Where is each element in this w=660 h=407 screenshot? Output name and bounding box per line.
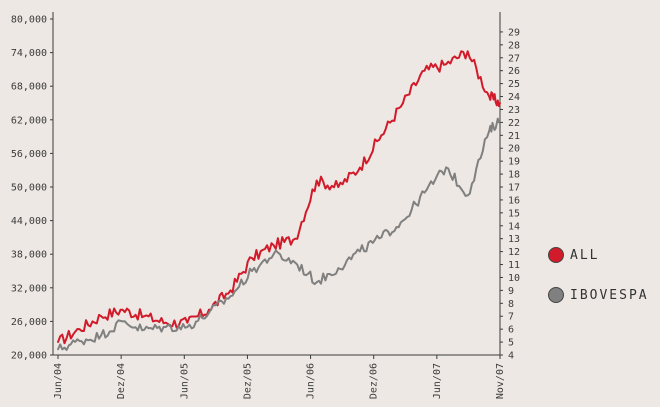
left-tick-label: 56,000 — [11, 149, 47, 160]
right-tick-label: 19 — [508, 157, 520, 168]
data-point-all — [57, 341, 59, 343]
data-point-all — [337, 186, 340, 188]
right-tick-label: 26 — [508, 66, 520, 77]
right-tick-label: 7 — [508, 312, 514, 323]
right-tick-label: 13 — [508, 234, 520, 245]
data-point-ibovespa — [402, 219, 404, 222]
data-point-all — [380, 134, 383, 137]
right-tick-label: 12 — [508, 247, 520, 258]
data-point-ibovespa — [499, 118, 501, 121]
right-tick-label: 10 — [508, 273, 520, 284]
left-tick-label: 32,000 — [11, 283, 47, 294]
right-tick-label: 23 — [508, 105, 520, 116]
right-tick-label: 22 — [508, 118, 520, 129]
x-tick-label: Dez/06 — [369, 363, 380, 399]
right-tick-label: 21 — [508, 131, 520, 142]
data-point-ibovespa — [337, 267, 340, 270]
data-point-ibovespa — [100, 334, 103, 337]
data-point-ibovespa — [143, 328, 146, 331]
right-tick-label: 29 — [508, 27, 520, 38]
left-tick-label: 50,000 — [11, 183, 47, 194]
left-tick-label: 20,000 — [11, 351, 47, 362]
data-point-ibovespa — [186, 326, 189, 328]
data-point-all — [272, 244, 275, 247]
right-tick-label: 20 — [508, 144, 520, 155]
data-point-ibovespa — [78, 340, 81, 342]
data-point-all — [499, 102, 501, 104]
series-line-all — [57, 50, 501, 345]
right-tick-label: 8 — [508, 299, 514, 310]
x-tick-label: Dez/04 — [116, 363, 127, 399]
data-point-all — [402, 102, 404, 104]
left-tick-label: 44,000 — [11, 216, 47, 227]
right-tick-label: 6 — [508, 325, 514, 336]
left-tick-label: 68,000 — [11, 82, 47, 93]
right-tick-label: 14 — [508, 221, 520, 232]
legend-label-ibovespa: IBOVESPA — [570, 287, 649, 303]
data-point-all — [488, 95, 491, 98]
right-tick-label: 18 — [508, 170, 520, 181]
legend-item-ibovespa: IBOVESPA — [548, 287, 649, 303]
data-point-ibovespa — [208, 312, 210, 314]
data-point-ibovespa — [466, 194, 469, 197]
data-point-ibovespa — [380, 236, 383, 239]
data-point-ibovespa — [423, 191, 426, 194]
left-tick-label: 26,000 — [11, 317, 47, 328]
data-point-all — [121, 308, 124, 311]
x-tick-label: Jun/06 — [306, 363, 317, 399]
x-tick-label: Nov/07 — [495, 363, 506, 399]
data-point-ibovespa — [229, 295, 232, 298]
data-point-all — [251, 257, 253, 259]
data-point-ibovespa — [488, 130, 491, 132]
data-point-ibovespa — [358, 250, 361, 253]
data-point-ibovespa — [251, 270, 253, 272]
left-tick-label: 80,000 — [11, 15, 47, 26]
data-point-ibovespa — [272, 253, 275, 256]
data-point-all — [229, 289, 232, 292]
x-tick-label: Jun/07 — [432, 363, 443, 399]
data-point-all — [358, 166, 361, 169]
data-point-all — [186, 321, 189, 324]
data-point-all — [78, 328, 81, 331]
left-tick-label: 62,000 — [11, 115, 47, 126]
x-tick-label: Jun/04 — [53, 363, 64, 399]
x-tick-label: Jun/05 — [179, 363, 190, 399]
data-point-all — [100, 315, 103, 318]
right-tick-label: 27 — [508, 53, 520, 64]
right-tick-label: 25 — [508, 79, 520, 90]
data-point-all — [445, 63, 447, 66]
data-point-all — [466, 50, 469, 53]
data-point-all — [423, 69, 426, 72]
right-tick-label: 16 — [508, 195, 520, 206]
data-point-ibovespa — [164, 326, 167, 328]
series-line-ibovespa — [57, 117, 501, 351]
right-tick-label: 11 — [508, 260, 520, 271]
data-point-all — [164, 321, 167, 324]
data-point-all — [143, 315, 146, 318]
right-tick-label: 24 — [508, 92, 520, 103]
data-point-ibovespa — [315, 281, 318, 284]
right-tick-label: 28 — [508, 40, 520, 51]
right-tick-label: 17 — [508, 183, 520, 194]
legend-marker-ibovespa — [548, 287, 564, 303]
right-tick-label: 15 — [508, 208, 520, 219]
data-point-ibovespa — [121, 320, 124, 323]
data-point-ibovespa — [57, 348, 59, 351]
right-tick-label: 5 — [508, 338, 514, 349]
x-tick-label: Dez/05 — [242, 363, 253, 399]
right-tick-label: 9 — [508, 286, 514, 297]
legend-marker-all — [548, 247, 564, 263]
legend-item-all: ALL — [548, 247, 599, 263]
data-point-ibovespa — [294, 261, 297, 264]
left-tick-label: 74,000 — [11, 48, 47, 59]
data-point-all — [315, 179, 318, 182]
data-point-all — [294, 237, 297, 240]
right-tick-label: 4 — [508, 351, 514, 362]
legend-label-all: ALL — [570, 247, 600, 263]
left-tick-label: 38,000 — [11, 250, 47, 261]
data-point-ibovespa — [445, 166, 447, 169]
